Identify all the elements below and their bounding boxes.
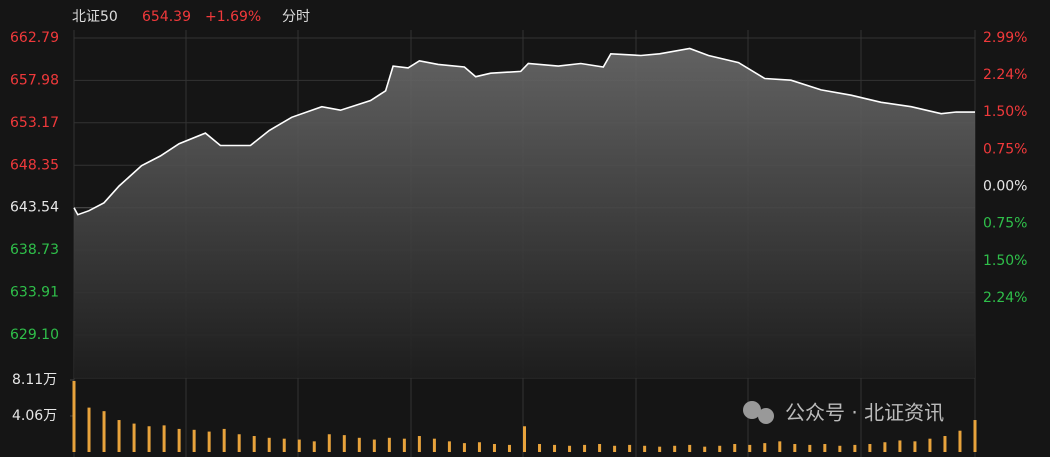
volume-bar [117, 420, 121, 452]
volume-bar [688, 444, 692, 452]
volume-bar [538, 444, 542, 452]
period: 分时 [282, 9, 310, 25]
volume-bar [883, 442, 887, 452]
volume-bar [207, 431, 211, 452]
watermark-icon [743, 401, 774, 424]
volume-bar [237, 434, 241, 452]
volume-bar [898, 440, 902, 452]
price-line [73, 47, 976, 216]
volume-bar [132, 423, 136, 452]
volume-bar [823, 444, 827, 452]
volume-bar [853, 444, 857, 452]
y2-tick-label: 1.50% [983, 253, 1027, 269]
volume-bar [477, 442, 481, 452]
volume-bar [748, 444, 752, 452]
volume-bar [958, 430, 962, 452]
volume-bar [643, 445, 647, 452]
y-tick-label: 4.06万 [12, 408, 57, 424]
volume-bar [628, 444, 632, 452]
volume-bar [387, 437, 391, 452]
y2-tick-label: 2.24% [983, 290, 1027, 306]
volume-bar [222, 428, 226, 452]
volume-bar [868, 444, 872, 452]
volume-bar [598, 444, 602, 452]
volume-bar [447, 441, 451, 452]
volume-bar [703, 446, 707, 452]
last-price: 654.39 [142, 9, 191, 25]
volume-bar [793, 444, 797, 452]
y-tick-label: 662.79 [10, 30, 59, 46]
y-tick-label: 8.11万 [12, 372, 57, 388]
volume-bar [357, 437, 361, 452]
volume-bar [402, 438, 406, 452]
y2-tick-label: 0.75% [983, 216, 1027, 232]
change: +1.69% [205, 9, 261, 25]
volume-bar [87, 407, 91, 452]
volume-bar [462, 443, 466, 452]
y-tick-label: 648.35 [10, 157, 59, 173]
y-tick-label: 657.98 [10, 72, 59, 88]
volume-bar [553, 444, 557, 452]
y-tick-label: 638.73 [10, 242, 59, 258]
volume-bar [808, 444, 812, 452]
index-name: 北证50 [72, 9, 118, 25]
volume-bar [838, 445, 842, 452]
volume-bar [913, 441, 917, 452]
volume-bar [267, 437, 271, 452]
volume-bar [327, 434, 331, 452]
volume-bar [568, 445, 572, 452]
price-area [74, 48, 975, 378]
volume-bar [342, 435, 346, 452]
volume-bar [673, 445, 677, 452]
volume-bar [613, 445, 617, 452]
volume-bar [72, 380, 76, 452]
volume-bar [432, 438, 436, 452]
volume-bar [162, 425, 166, 452]
volume-bar [583, 444, 587, 452]
volume-bar [507, 444, 511, 452]
y2-tick-label: 1.50% [983, 104, 1027, 120]
y2-tick-label: 0.00% [983, 179, 1027, 195]
y2-tick-label: 2.24% [983, 67, 1027, 83]
volume-bar [297, 439, 301, 452]
volume-bar [718, 445, 722, 452]
volume-bar [523, 426, 526, 452]
volume-bar [928, 438, 932, 452]
volume-bar [282, 438, 286, 452]
volume-bar [372, 439, 376, 452]
y-tick-label: 629.10 [10, 327, 59, 343]
volume-bar [102, 411, 106, 452]
y2-tick-label: 0.75% [983, 141, 1027, 157]
watermark: 公众号 · 北证资讯 [785, 401, 944, 425]
volume-bar [252, 436, 256, 452]
volume-bar [763, 443, 767, 452]
y-tick-label: 633.91 [10, 285, 59, 301]
volume-bar [312, 441, 316, 452]
volume-bar [973, 420, 977, 452]
y-tick-label: 653.17 [10, 115, 59, 131]
y2-tick-label: 2.99% [983, 30, 1027, 46]
volume-bar [177, 428, 181, 452]
y-tick-label: 643.54 [10, 200, 59, 216]
volume-bar [192, 429, 196, 452]
volume-bar [778, 441, 782, 452]
volume-bar [417, 436, 421, 452]
volume-bar [733, 444, 737, 452]
volume-bar [147, 426, 151, 452]
volume-bar [658, 446, 662, 452]
volume-bar [943, 436, 947, 452]
volume-bar [492, 444, 496, 452]
